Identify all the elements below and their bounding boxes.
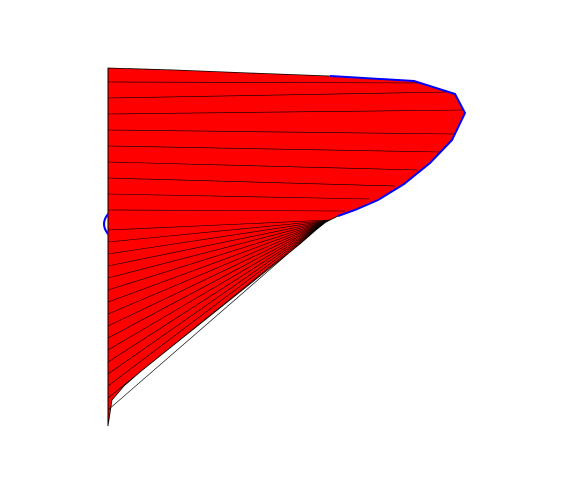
mesh-line bbox=[107, 219, 331, 231]
blue-boundary-curve bbox=[329, 75, 467, 217]
blue-left-bulge bbox=[103, 213, 109, 235]
mesh-line bbox=[107, 221, 328, 303]
mesh-line bbox=[107, 209, 346, 212]
mesh-line bbox=[107, 109, 463, 115]
mesh-line bbox=[107, 193, 371, 200]
mesh-line bbox=[107, 220, 329, 279]
mesh-line bbox=[107, 221, 326, 339]
mesh-line bbox=[107, 221, 327, 327]
mesh-line bbox=[107, 220, 329, 267]
mesh-line bbox=[107, 177, 396, 187]
mesh-line bbox=[107, 161, 419, 171]
mesh-line bbox=[107, 223, 324, 399]
mesh-line bbox=[107, 221, 327, 315]
mesh-line bbox=[107, 145, 441, 153]
mesh-line bbox=[107, 220, 330, 255]
mesh-line bbox=[107, 81, 421, 84]
mesh-line bbox=[107, 222, 326, 351]
mesh-line bbox=[107, 220, 328, 291]
mesh-line bbox=[107, 129, 456, 135]
red-triangular-fan-surface bbox=[107, 67, 466, 427]
mesh-line bbox=[107, 222, 325, 375]
mesh-line bbox=[107, 222, 325, 363]
mesh-line bbox=[107, 219, 330, 243]
mesh-line bbox=[107, 91, 451, 99]
mesh-line bbox=[107, 223, 323, 411]
mesh-line bbox=[107, 222, 324, 387]
